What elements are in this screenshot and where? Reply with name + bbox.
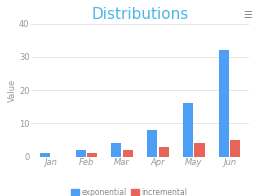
Bar xyxy=(159,147,169,157)
Bar xyxy=(76,150,86,157)
Bar xyxy=(195,143,205,157)
Bar xyxy=(112,143,122,157)
Bar xyxy=(87,153,97,157)
Bar xyxy=(40,153,50,157)
Bar xyxy=(183,103,193,157)
Title: Distributions: Distributions xyxy=(91,7,189,22)
Bar xyxy=(219,50,229,157)
Y-axis label: Value: Value xyxy=(8,79,17,102)
Bar xyxy=(230,140,240,157)
Text: ☰: ☰ xyxy=(243,10,252,20)
Bar xyxy=(123,150,133,157)
Legend: exponential, incremental: exponential, incremental xyxy=(68,185,190,196)
Bar xyxy=(147,130,157,157)
